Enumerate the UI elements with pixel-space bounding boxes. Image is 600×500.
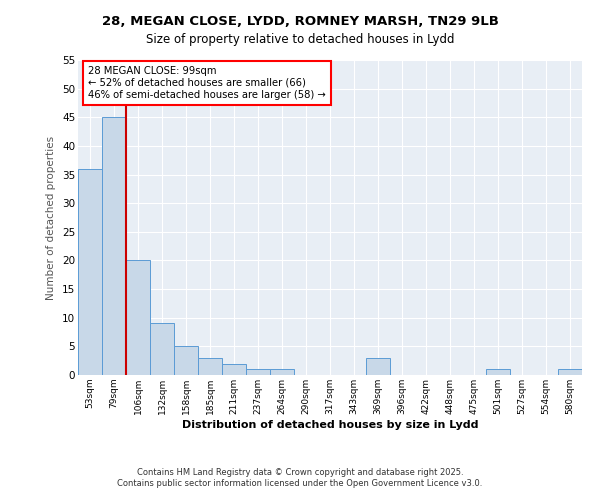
- Y-axis label: Number of detached properties: Number of detached properties: [46, 136, 56, 300]
- Bar: [198, 358, 222, 375]
- Text: Contains HM Land Registry data © Crown copyright and database right 2025.
Contai: Contains HM Land Registry data © Crown c…: [118, 468, 482, 487]
- Bar: [102, 118, 126, 375]
- Bar: [246, 370, 270, 375]
- Bar: [174, 346, 198, 375]
- Text: 28 MEGAN CLOSE: 99sqm
← 52% of detached houses are smaller (66)
46% of semi-deta: 28 MEGAN CLOSE: 99sqm ← 52% of detached …: [88, 66, 326, 100]
- Bar: [366, 358, 390, 375]
- Bar: [558, 370, 582, 375]
- X-axis label: Distribution of detached houses by size in Lydd: Distribution of detached houses by size …: [182, 420, 478, 430]
- Text: Size of property relative to detached houses in Lydd: Size of property relative to detached ho…: [146, 32, 454, 46]
- Bar: [78, 169, 102, 375]
- Bar: [270, 370, 294, 375]
- Bar: [126, 260, 150, 375]
- Bar: [486, 370, 510, 375]
- Bar: [150, 324, 174, 375]
- Bar: [222, 364, 246, 375]
- Text: 28, MEGAN CLOSE, LYDD, ROMNEY MARSH, TN29 9LB: 28, MEGAN CLOSE, LYDD, ROMNEY MARSH, TN2…: [101, 15, 499, 28]
